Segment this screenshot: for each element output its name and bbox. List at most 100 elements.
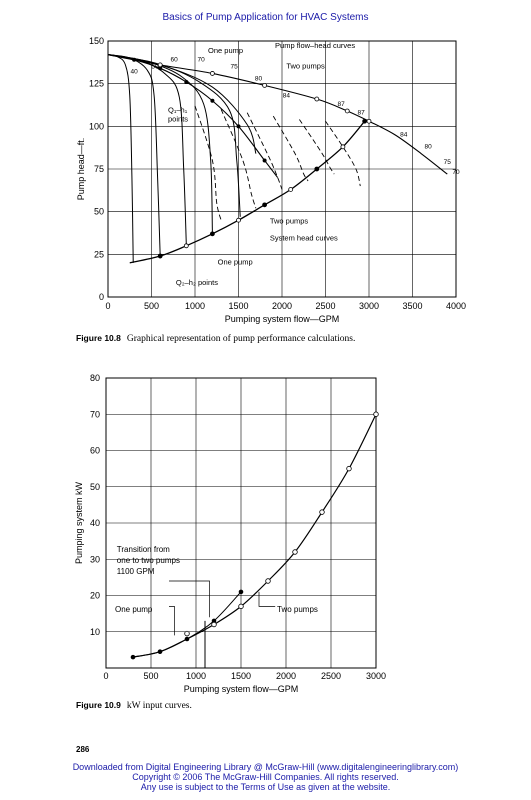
efficiency-label: 87 xyxy=(358,109,366,116)
x-tick-label: 3500 xyxy=(402,301,422,311)
x-tick-label: 1500 xyxy=(228,301,248,311)
figure-10-9-text: kW input curves. xyxy=(126,701,192,711)
efficiency-label: 75 xyxy=(231,63,239,70)
x-axis-label: Pumping system flow—GPM xyxy=(225,314,340,324)
two-pump-point xyxy=(265,578,271,584)
one-pump-head-curve xyxy=(107,54,257,154)
efficiency-label: 40 xyxy=(130,68,138,75)
y-tick-label: 40 xyxy=(90,518,100,528)
system-point xyxy=(209,231,215,237)
two-pump-point xyxy=(184,630,190,637)
series-line-two-pumps xyxy=(107,54,448,175)
y-tick-label: 10 xyxy=(90,627,100,637)
y-tick-label: 150 xyxy=(89,36,104,46)
efficiency-label: 80 xyxy=(255,75,263,82)
system-point xyxy=(314,166,320,172)
x-tick-label: 4000 xyxy=(446,301,466,311)
one-pump-point xyxy=(184,79,189,84)
y-tick-label: 125 xyxy=(89,79,104,89)
two-pump-head-curve xyxy=(246,112,283,190)
x-tick-label: 2500 xyxy=(315,301,335,311)
system-point xyxy=(183,243,189,249)
x-tick-label: 3000 xyxy=(359,301,379,311)
two-pump-head-curve xyxy=(299,119,335,175)
y-tick-label: 75 xyxy=(94,164,104,174)
annotation-transition-2: one to two pumps xyxy=(117,556,180,565)
one-pump-point xyxy=(238,589,244,595)
y-tick-label: 100 xyxy=(89,121,104,131)
efficiency-label: 87 xyxy=(338,101,346,108)
plot-frame xyxy=(107,40,457,298)
x-tick-label: 500 xyxy=(143,671,158,681)
two-pump-point xyxy=(209,71,215,76)
two-pump-point xyxy=(211,621,217,628)
x-tick-label: 2000 xyxy=(272,301,292,311)
one-pump-point xyxy=(157,649,163,654)
annotation-transition-1: Transition from xyxy=(117,545,170,554)
y-tick-label: 60 xyxy=(90,446,100,456)
x-tick-label: 2500 xyxy=(321,671,341,681)
two-pump-head-curve xyxy=(194,105,222,221)
efficiency-label: 84 xyxy=(283,92,291,99)
footer-line-1: Downloaded from Digital Engineering Libr… xyxy=(72,762,459,772)
efficiency-label: 84 xyxy=(400,132,408,139)
footer-line-3: Any use is subject to the Terms of Use a… xyxy=(140,782,391,792)
annotation-8: Q₂–h₂ points xyxy=(176,278,218,287)
two-pump-point xyxy=(292,549,298,555)
leader-transition xyxy=(169,580,210,618)
annotation-one-pump: One pump xyxy=(115,605,153,614)
system-point xyxy=(362,118,368,124)
y-axis-label: Pump head—ft. xyxy=(76,138,86,201)
y-tick-label: 50 xyxy=(94,207,104,217)
one-pump-point xyxy=(184,636,190,642)
x-tick-label: 0 xyxy=(103,671,108,681)
efficiency-label: 50 xyxy=(151,63,159,70)
system-point xyxy=(262,202,268,208)
one-pump-head-curve xyxy=(107,54,241,217)
one-pump-point xyxy=(210,98,215,103)
annotation-2: Pump flow–head curves xyxy=(275,41,355,50)
page-footer: Downloaded from Digital Engineering Libr… xyxy=(0,762,531,792)
two-pump-point xyxy=(344,108,350,114)
two-pump-head-curve xyxy=(325,120,361,187)
x-tick-label: 2000 xyxy=(276,671,296,681)
annotation-two-pumps: Two pumps xyxy=(277,605,318,614)
y-tick-label: 80 xyxy=(90,373,100,383)
y-tick-label: 0 xyxy=(99,292,104,302)
x-tick-label: 0 xyxy=(105,301,110,311)
two-pump-point xyxy=(319,509,325,515)
leader-two-pumps xyxy=(258,591,276,607)
figure-10-8-text: Graphical representation of pump perform… xyxy=(126,334,356,344)
x-tick-label: 1000 xyxy=(185,301,205,311)
efficiency-label: 75 xyxy=(444,159,452,166)
one-pump-point xyxy=(236,124,241,129)
x-tick-label: 1500 xyxy=(231,671,251,681)
system-point xyxy=(288,187,294,192)
two-pump-head-curve xyxy=(220,109,257,209)
two-pump-head-curve xyxy=(272,115,309,182)
y-tick-label: 20 xyxy=(90,591,100,601)
two-pump-point xyxy=(314,96,320,102)
pump-performance-chart: 0 500 1000 1500 2000 2500 3000 3500 4000 0 25 50 75 1… xyxy=(76,36,466,324)
x-axis-label: Pumping system flow—GPM xyxy=(184,684,299,694)
y-tick-label: 50 xyxy=(90,482,100,492)
figure-10-9-caption: Figure 10.9 kW input curves. xyxy=(76,700,192,711)
footer-line-2: Copyright © 2006 The McGraw-Hill Compani… xyxy=(132,772,399,782)
annotation-3: Two pumps xyxy=(286,61,325,70)
annotation-5: Two pumps xyxy=(270,217,309,226)
one-pump-point xyxy=(211,618,217,624)
efficiency-label: 80 xyxy=(425,144,433,151)
annotation-1: One pump xyxy=(208,46,243,55)
annotation-4: Q₁–h₁ xyxy=(168,106,188,115)
x-tick-label: 3000 xyxy=(366,671,386,681)
annotation-4-b: points xyxy=(168,115,188,124)
two-pump-point xyxy=(238,603,244,610)
figure-10-8-caption: Figure 10.8 Graphical representation of p… xyxy=(76,333,355,344)
one-pump-point xyxy=(130,654,136,660)
efficiency-label: 70 xyxy=(452,169,460,176)
annotation-transition-3: 1100 GPM xyxy=(117,567,155,576)
y-tick-label: 25 xyxy=(94,249,104,259)
two-pump-point xyxy=(373,411,379,417)
two-pump-point xyxy=(157,62,163,68)
y-axis-label: Pumping system kW xyxy=(74,481,84,564)
